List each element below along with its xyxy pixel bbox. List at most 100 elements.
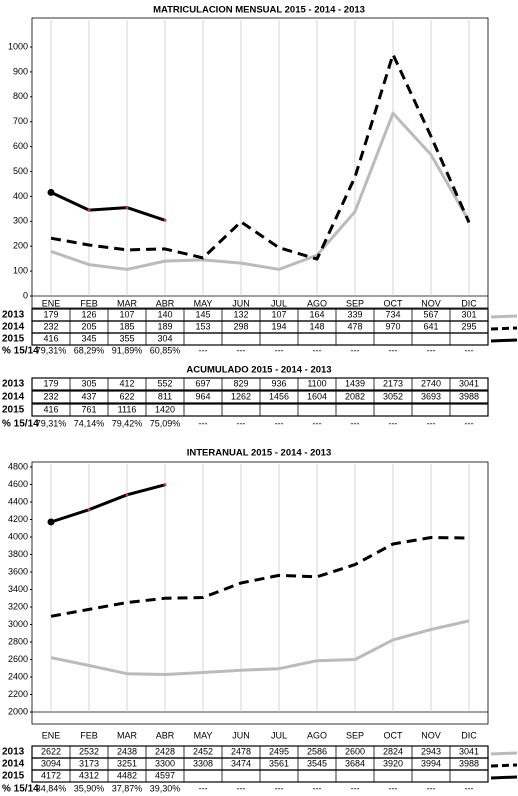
cell-value: 4172 [41,770,61,780]
cell-value: 2438 [117,746,137,756]
cell-value: 3474 [231,758,251,768]
y-tick-label: 700 [13,116,28,126]
cell-value: 148 [309,321,324,331]
pct-value: --- [275,418,284,428]
cell-value: 107 [119,309,134,319]
cell-value: 2173 [383,378,403,388]
cell-value: 2586 [307,746,327,756]
pct-value: --- [465,783,474,793]
cell-value: 304 [157,333,172,343]
cell-value: 2943 [421,746,441,756]
pct-value: --- [427,345,436,355]
pct-value: 34,84% [36,783,67,793]
cell-value: 355 [119,333,134,343]
x-tick-label: ENE [42,298,61,308]
chart-title: INTERANUAL 2015 - 2014 - 2013 [187,448,332,459]
cell-value: 3920 [383,758,403,768]
cell-value: 2478 [231,746,251,756]
chart-title: MATRICULACION MENSUAL 2015 - 2014 - 2013 [153,5,365,16]
pct-value: --- [199,345,208,355]
pct-value: --- [427,783,436,793]
y-tick-label: 2200 [8,689,28,699]
cell-value: 552 [157,378,172,388]
point [87,208,91,212]
cell-value: 416 [43,333,58,343]
pct-value: --- [237,418,246,428]
x-tick-label: JUN [232,298,250,308]
pct-value: 35,90% [74,783,105,793]
cell-value: 140 [157,309,172,319]
row-label: 2014 [2,392,25,403]
cell-value: 126 [81,309,96,319]
cell-value: 478 [347,321,362,331]
cell-value: 3094 [41,758,61,768]
y-tick-label: 800 [13,91,28,101]
plot-frame [31,17,489,309]
cell-value: 232 [43,321,58,331]
x-tick-label: MAR [117,730,138,740]
y-tick-label: 3800 [8,549,28,559]
y-tick-label: 3200 [8,601,28,611]
x-tick-label: ABR [156,298,175,308]
cell-value: 761 [81,404,96,414]
point [163,218,167,222]
point [87,508,91,512]
pct-label: % 15/14 [2,784,39,795]
x-tick-label: ABR [156,730,175,740]
cell-value: 3308 [193,758,213,768]
cell-value: 3052 [383,391,403,401]
pct-value: --- [465,418,474,428]
cell-value: 339 [347,309,362,319]
pct-value: 79,31% [36,345,67,355]
cell-value: 412 [119,378,134,388]
cell-value: 179 [43,309,58,319]
cell-value: 194 [271,321,286,331]
pct-value: --- [427,418,436,428]
cell-value: 3041 [459,746,479,756]
pct-value: --- [199,418,208,428]
cell-value: 567 [423,309,438,319]
y-tick-label: 200 [13,241,28,251]
pct-value: --- [275,783,284,793]
cell-value: 416 [43,404,58,414]
pct-value: 79,31% [36,418,67,428]
y-tick-label: 400 [13,191,28,201]
cell-value: 205 [81,321,96,331]
table-title: ACUMULADO 2015 - 2014 - 2013 [186,365,331,376]
y-tick-label: 3400 [8,584,28,594]
series-line [50,191,166,222]
cell-value: 153 [195,321,210,331]
x-tick-label: MAY [194,298,213,308]
pct-value: --- [351,783,360,793]
cell-value: 185 [119,321,134,331]
legend-line [490,314,518,319]
cell-value: 1604 [307,391,327,401]
cell-value: 2082 [345,391,365,401]
cell-value: 1420 [155,404,175,414]
legend-line [490,751,518,756]
x-tick-label: NOV [421,730,441,740]
pct-value: 75,09% [150,418,181,428]
x-tick-label: AGO [307,298,327,308]
cell-value: 132 [233,309,248,319]
row-label: 2015 [2,771,25,782]
point [47,188,55,196]
series-line [50,536,470,618]
point [47,518,55,526]
y-tick-label: 500 [13,166,28,176]
point [125,206,129,210]
y-tick-label: 300 [13,216,28,226]
series-line [50,483,166,524]
cell-value: 2428 [155,746,175,756]
cell-value: 4597 [155,770,175,780]
y-tick-label: 3000 [8,619,28,629]
cell-value: 3994 [421,758,441,768]
cell-value: 1100 [307,378,326,388]
pct-label: % 15/14 [2,419,39,430]
point [125,493,129,497]
y-tick-label: 1000 [8,41,28,51]
legend-line [490,763,518,768]
y-tick-label: 4600 [8,479,28,489]
cell-value: 734 [385,309,400,319]
x-tick-label: DIC [461,730,477,740]
